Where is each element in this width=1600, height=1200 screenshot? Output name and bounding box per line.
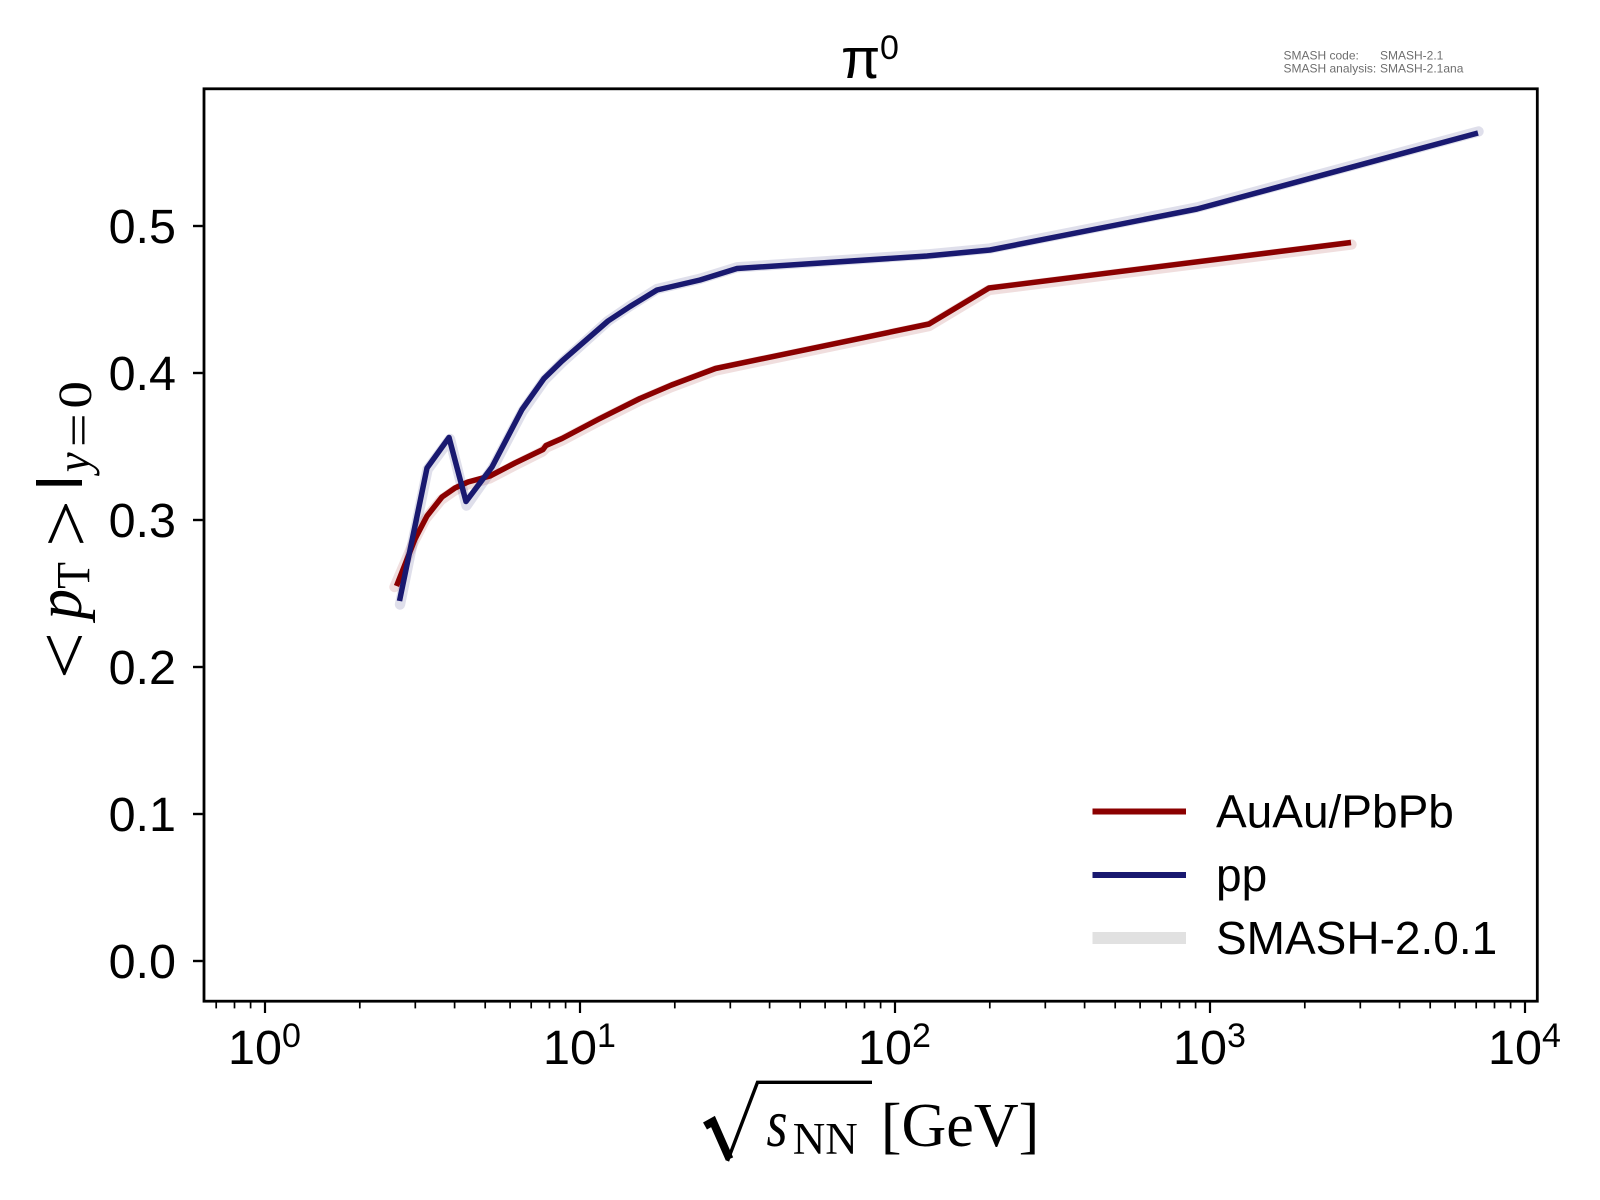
svg-text:y: y bbox=[48, 452, 101, 477]
svg-text:SMASH-2.0.1: SMASH-2.0.1 bbox=[1216, 912, 1497, 964]
svg-text:0.1: 0.1 bbox=[109, 788, 176, 842]
svg-text:0.2: 0.2 bbox=[109, 641, 176, 695]
svg-text:s: s bbox=[767, 1085, 788, 1161]
svg-text:SMASH code:: SMASH code: bbox=[1284, 49, 1359, 63]
svg-text:[GeV]: [GeV] bbox=[881, 1092, 1039, 1160]
svg-text:0: 0 bbox=[49, 381, 102, 409]
svg-text:0.4: 0.4 bbox=[109, 347, 176, 401]
svg-text:<: < bbox=[24, 632, 106, 679]
svg-text:=: = bbox=[52, 413, 105, 447]
svg-text:π: π bbox=[841, 27, 880, 91]
svg-text:p: p bbox=[23, 589, 96, 623]
svg-text:T: T bbox=[48, 562, 101, 589]
svg-text:SMASH analysis:: SMASH analysis: bbox=[1284, 62, 1377, 76]
svg-text:pp: pp bbox=[1216, 849, 1267, 901]
svg-text:0.3: 0.3 bbox=[109, 494, 176, 548]
svg-text:100: 100 bbox=[228, 1017, 301, 1075]
svg-text:0.5: 0.5 bbox=[109, 200, 176, 254]
svg-text:0: 0 bbox=[880, 29, 899, 67]
svg-text:SMASH-2.1ana: SMASH-2.1ana bbox=[1380, 62, 1464, 76]
svg-text:>: > bbox=[25, 500, 107, 547]
svg-text:AuAu/PbPb: AuAu/PbPb bbox=[1216, 786, 1454, 838]
svg-text:SMASH-2.1: SMASH-2.1 bbox=[1380, 49, 1444, 63]
svg-text:0.0: 0.0 bbox=[109, 935, 176, 989]
svg-text:NN: NN bbox=[793, 1114, 858, 1164]
